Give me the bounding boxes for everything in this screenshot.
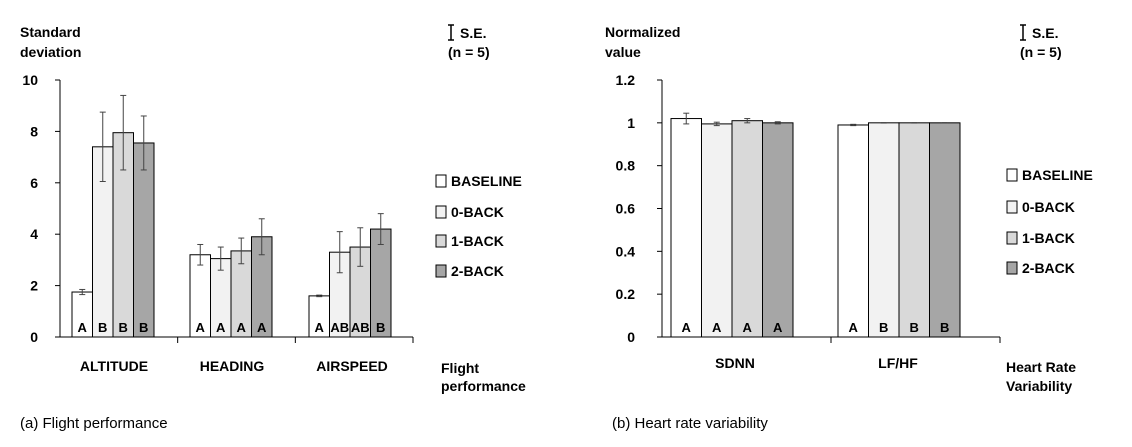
p1-significance-letter: B [98,320,107,335]
p1-x-tick-label: HEADING [200,358,265,374]
p1-significance-letter: A [196,320,206,335]
p2-bar [898,122,930,338]
p1-x-tick-label: AIRSPEED [316,358,388,374]
p1-significance-letter: A [237,320,247,335]
p2-x-axis-label: Heart Rate [1006,359,1076,375]
p1-y-tick-label: 10 [22,72,38,88]
p1-y-tick-label: 0 [30,329,38,345]
p1-y-tick-label: 8 [30,123,38,139]
p1-y-tick-label: 6 [30,175,38,191]
p1-significance-letter: AB [351,320,370,335]
p2-y-tick-label: 0.4 [616,243,636,259]
p2-x-axis-label: Variability [1006,378,1072,394]
p2-significance-letter: B [940,320,949,335]
p1-x-axis-label: Flight [441,360,479,376]
p2-legend-label: 2-BACK [1022,260,1075,276]
p1-significance-letter: A [315,320,325,335]
p2-bar [837,124,869,338]
p2-bar [929,122,961,338]
p1-y-tick-label: 2 [30,278,38,294]
p2-legend-label: 0-BACK [1022,199,1075,215]
p2-y-tick-label: 0.6 [616,201,636,217]
p1-legend-swatch [435,234,447,248]
p2-y-tick-label: 0 [627,329,635,345]
p2-se-n-text: (n = 5) [1020,44,1062,60]
p2-bar [731,120,763,338]
p1-legend-swatch [435,174,447,188]
p1-significance-letter: B [139,320,148,335]
p2-legend-swatch [1006,200,1018,214]
p1-significance-letter: A [78,320,88,335]
p1-se-n-text: (n = 5) [448,44,490,60]
p2-significance-letter: A [682,320,692,335]
p1-y-axis-label: Standard [20,24,81,40]
p2-y-axis-label: value [605,44,641,60]
p1-bar [133,142,155,338]
p2-significance-letter: A [712,320,722,335]
p2-x-tick-label: LF/HF [878,355,918,371]
p2-se-label: S.E. [1032,25,1058,41]
p2-bar [762,122,794,338]
p2-bar [670,118,702,338]
p2-legend-swatch [1006,231,1018,245]
p1-significance-letter: B [119,320,128,335]
p1-significance-letter: A [216,320,226,335]
p2-legend-label: 1-BACK [1022,230,1075,246]
p2-legend-swatch [1006,261,1018,275]
p1-significance-letter: AB [330,320,349,335]
p2-bar [868,122,900,338]
p1-legend-label: 2-BACK [451,263,504,279]
p1-legend-label: BASELINE [451,173,522,189]
p2-significance-letter: B [879,320,888,335]
p2-legend-label: BASELINE [1022,167,1093,183]
p2-y-tick-label: 1.2 [616,72,636,88]
p1-legend-swatch [435,205,447,219]
p1-panel-caption: (a) Flight performance [20,415,168,432]
p1-legend-label: 0-BACK [451,204,504,220]
p1-se-label: S.E. [460,25,486,41]
p2-x-tick-label: SDNN [715,355,755,371]
p2-legend-swatch [1006,168,1018,182]
p2-bar [701,123,733,338]
p2-significance-letter: B [910,320,919,335]
p1-x-axis-label: performance [441,378,526,394]
p2-y-tick-label: 1 [627,115,635,131]
p2-y-tick-label: 0.2 [616,286,636,302]
p1-legend-swatch [435,264,447,278]
p2-panel-caption: (b) Heart rate variability [612,415,768,432]
p2-significance-letter: A [773,320,783,335]
p1-y-tick-label: 4 [30,226,38,242]
p2-y-axis-label: Normalized [605,24,680,40]
p2-significance-letter: A [849,320,859,335]
p1-significance-letter: A [257,320,267,335]
p1-y-axis-label: deviation [20,44,81,60]
p1-significance-letter: B [376,320,385,335]
p1-x-tick-label: ALTITUDE [80,358,148,374]
p1-legend-label: 1-BACK [451,233,504,249]
p2-significance-letter: A [743,320,753,335]
p2-y-tick-label: 0.8 [616,158,636,174]
